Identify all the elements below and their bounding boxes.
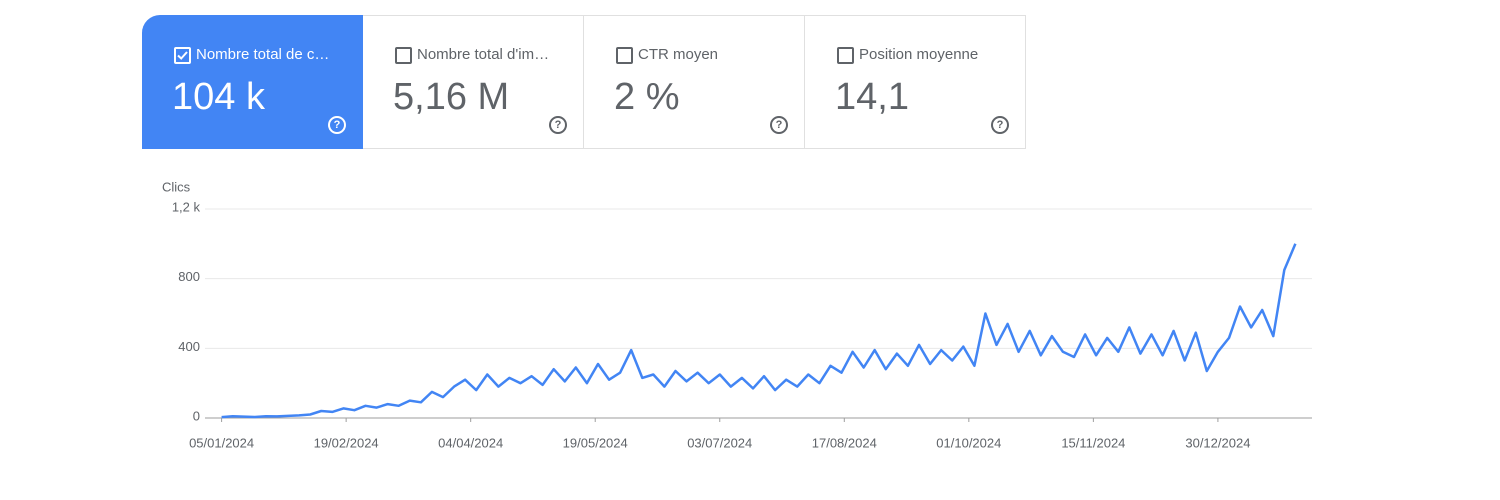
x-tick-label: 03/07/2024: [687, 435, 752, 450]
checkbox[interactable]: [837, 47, 854, 64]
x-tick-label: 19/02/2024: [314, 435, 379, 450]
checkbox[interactable]: [395, 47, 412, 64]
metric-label: Nombre total d'im…: [417, 46, 550, 63]
metric-cards: Nombre total de c… 104 k? Nombre total d'i…: [142, 15, 1026, 149]
y-tick-label: 1,2 k: [172, 199, 201, 214]
metric-card[interactable]: Nombre total d'im… 5,16 M?: [363, 15, 584, 149]
metric-label: Nombre total de c…: [196, 46, 330, 63]
checkbox[interactable]: [174, 47, 191, 64]
help-icon[interactable]: ?: [770, 116, 788, 134]
help-icon[interactable]: ?: [549, 116, 567, 134]
metric-card[interactable]: Nombre total de c… 104 k?: [142, 15, 363, 149]
help-icon[interactable]: ?: [991, 116, 1009, 134]
y-tick-label: 0: [193, 408, 200, 423]
checkbox[interactable]: [616, 47, 633, 64]
help-icon[interactable]: ?: [328, 116, 346, 134]
x-tick-label: 19/05/2024: [563, 435, 628, 450]
x-tick-label: 04/04/2024: [438, 435, 503, 450]
y-tick-label: 800: [178, 269, 200, 284]
metric-value: 5,16 M: [393, 76, 510, 118]
metric-card[interactable]: CTR moyen 2 %?: [584, 15, 805, 149]
data-line: [221, 243, 1297, 419]
metric-value: 14,1: [835, 76, 909, 118]
y-tick-label: 400: [178, 339, 200, 354]
x-tick-label: 30/12/2024: [1185, 435, 1250, 450]
metric-value: 2 %: [614, 76, 680, 118]
metric-label: Position moyenne: [859, 46, 979, 63]
y-axis-label: Clics: [162, 179, 191, 194]
x-tick-label: 01/10/2024: [936, 435, 1001, 450]
x-tick-label: 17/08/2024: [812, 435, 877, 450]
x-tick-label: 15/11/2024: [1061, 435, 1125, 450]
metric-card[interactable]: Position moyenne 14,1?: [805, 15, 1026, 149]
metric-value: 104 k: [172, 76, 265, 118]
metric-label: CTR moyen: [638, 46, 719, 63]
x-tick-label: 05/01/2024: [189, 435, 254, 450]
